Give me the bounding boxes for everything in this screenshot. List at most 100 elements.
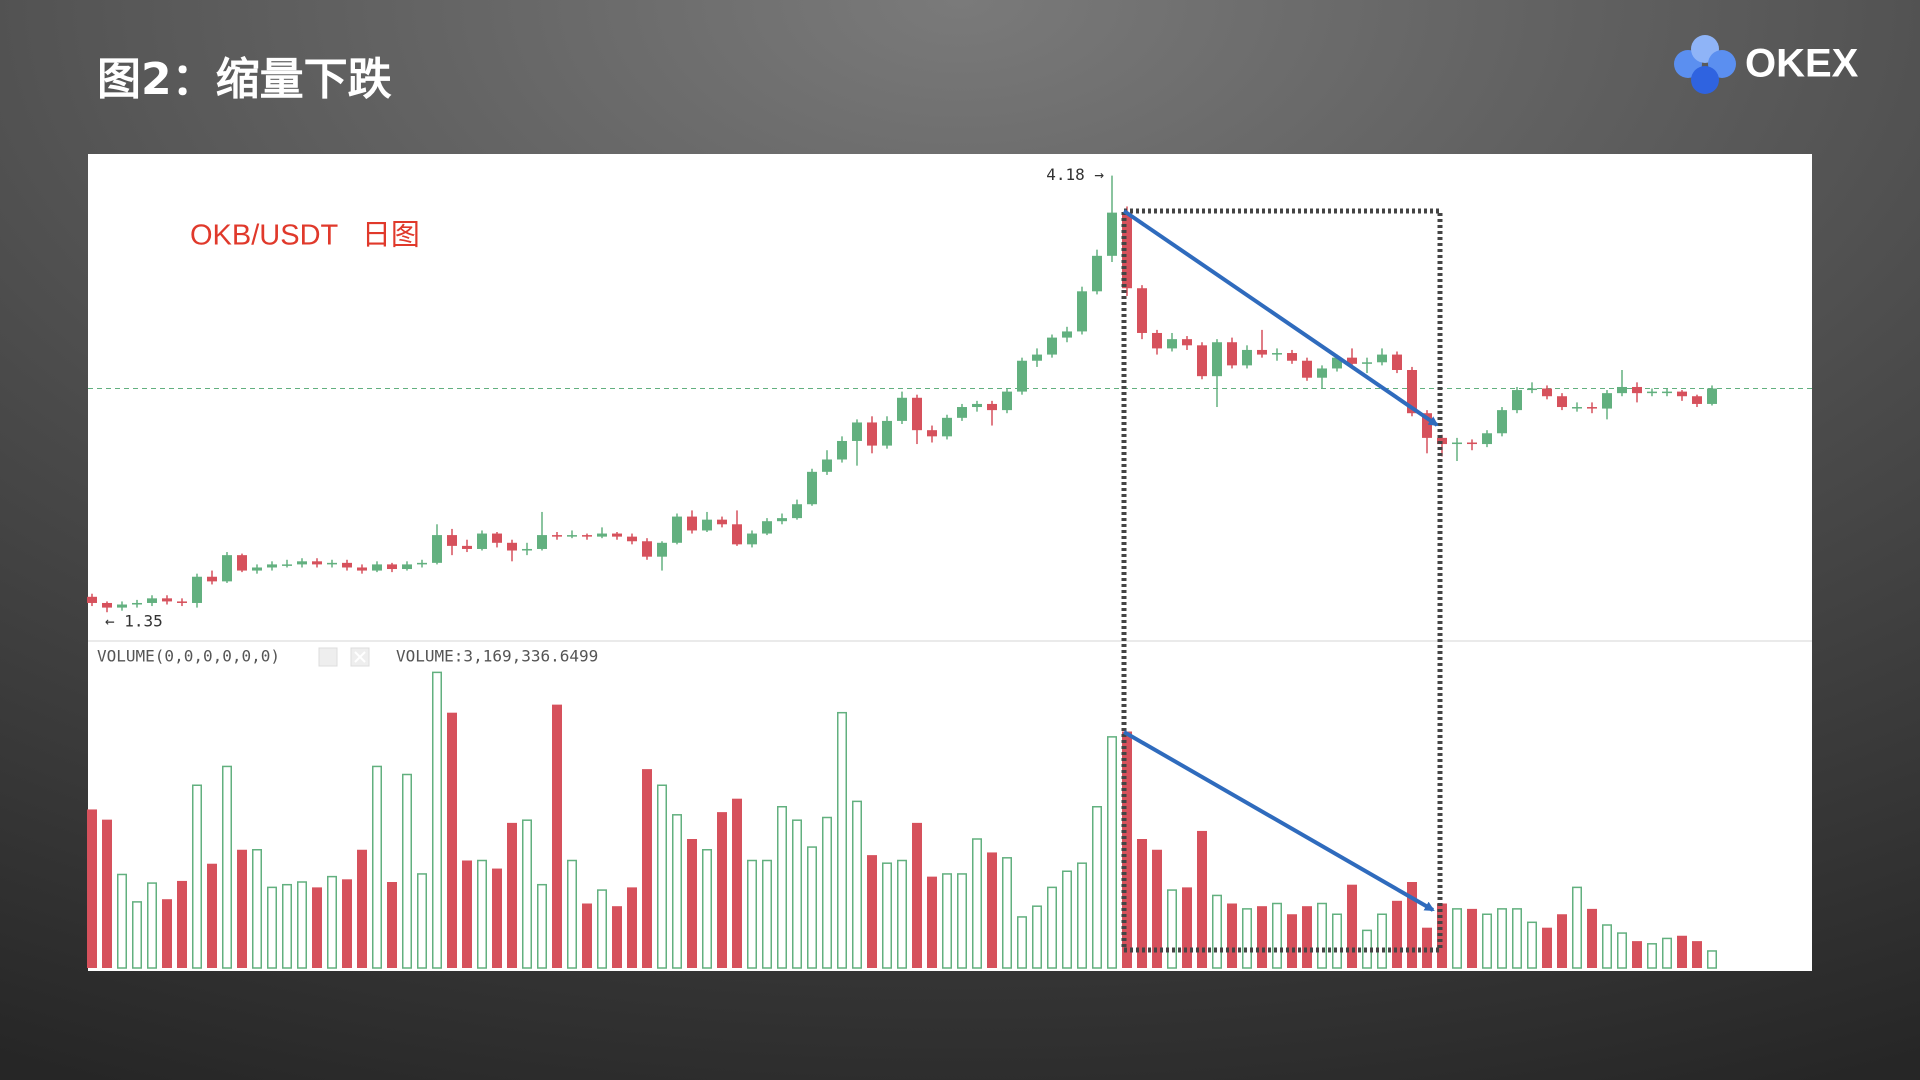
candle-body (1572, 407, 1582, 409)
candle-body (192, 576, 202, 603)
candle-body (1617, 386, 1627, 394)
volume-bar (732, 798, 742, 968)
volume-bar (657, 784, 667, 969)
candle-body (657, 542, 667, 557)
candle-body (327, 562, 337, 565)
volume-bar (1302, 906, 1312, 968)
candle-body (1092, 255, 1102, 292)
volume-bar (717, 812, 727, 968)
candle-body (432, 535, 442, 563)
volume-bar (957, 873, 967, 969)
volume-bar (102, 819, 112, 968)
candle-body (222, 555, 232, 582)
logo-dot (1691, 66, 1719, 94)
volume-bar (1377, 913, 1387, 969)
volume-bar (372, 765, 382, 969)
candle-body (597, 533, 607, 537)
volume-bar (1107, 736, 1117, 969)
volume-bar (1707, 950, 1717, 969)
candle-body (792, 504, 802, 519)
volume-bar (972, 838, 982, 969)
candle-body (1692, 396, 1702, 404)
volume-bar (1212, 894, 1222, 969)
volume-bar (1122, 731, 1132, 968)
candle-body (312, 561, 322, 565)
volume-bar (417, 873, 427, 969)
candle-body (777, 518, 787, 522)
candle-body (1197, 345, 1207, 377)
candle-body (1347, 357, 1357, 364)
volume-bar (567, 859, 577, 969)
candle-body (1032, 354, 1042, 361)
volume-bar (282, 883, 292, 969)
candle-body (1677, 391, 1687, 397)
volume-bar (447, 712, 457, 968)
volume-bar (507, 822, 517, 968)
volume-bar (942, 873, 952, 969)
candle-body (1062, 331, 1072, 338)
candle-body (1632, 386, 1642, 394)
volume-bar (177, 880, 187, 968)
candle-body (1512, 390, 1522, 411)
volume-bar (342, 879, 352, 968)
volume-bar (897, 859, 907, 969)
volume-bar (1617, 932, 1627, 969)
candle-body (552, 535, 562, 537)
candle-body (1362, 362, 1372, 364)
trend-arrow (1122, 209, 1439, 427)
logo-text: OKEX (1745, 42, 1859, 86)
high-label: 4.18 → (1046, 165, 1104, 184)
low-label: ← 1.35 (105, 612, 163, 631)
volume-bar (642, 769, 652, 968)
candle-body (1302, 360, 1312, 378)
logo: OKEX (1674, 35, 1859, 94)
volume-bar (702, 849, 712, 969)
volume-bar (402, 773, 412, 969)
candle-body (672, 516, 682, 543)
volume-bar (147, 882, 157, 969)
volume-bar (582, 903, 592, 968)
candle-body (1047, 337, 1057, 355)
candle-body (807, 471, 817, 505)
candle-body (837, 440, 847, 460)
volume-bar (1002, 857, 1012, 969)
volume-bar (1587, 908, 1597, 968)
candle-body (1272, 353, 1282, 355)
volume-bar (1497, 908, 1507, 969)
candle-body (1182, 339, 1192, 346)
volume-bar (1197, 830, 1207, 968)
volume-bar (1167, 889, 1177, 969)
candle-body (1377, 354, 1387, 363)
volume-bar (297, 881, 307, 969)
candle-body (282, 564, 292, 566)
candle-body (1467, 442, 1477, 445)
candle-body (1107, 212, 1117, 256)
candle-body (357, 567, 367, 571)
candle-body (1212, 342, 1222, 377)
volume-bar (597, 889, 607, 969)
candle-body (1437, 437, 1447, 445)
volume-bar (267, 886, 277, 969)
candle-body (747, 533, 757, 545)
volume-bar (207, 863, 217, 968)
candle-body (1497, 410, 1507, 434)
candle-body (1422, 413, 1432, 438)
candle-body (1152, 332, 1162, 349)
candle-body (912, 397, 922, 431)
candle-body (477, 533, 487, 549)
volume-bar (537, 883, 547, 969)
candle-body (462, 545, 472, 549)
volume-bar (117, 873, 127, 969)
volume-bar (192, 784, 202, 969)
settings-icon[interactable] (318, 647, 338, 667)
volume-bar (672, 814, 682, 969)
candle-body (1662, 391, 1672, 394)
candle-body (987, 403, 997, 411)
volume-bar (312, 887, 322, 968)
volume-bar (1542, 927, 1552, 968)
candle-body (1077, 291, 1087, 332)
volume-bar (777, 806, 787, 969)
candle-body (132, 602, 142, 605)
candle-body (852, 422, 862, 441)
